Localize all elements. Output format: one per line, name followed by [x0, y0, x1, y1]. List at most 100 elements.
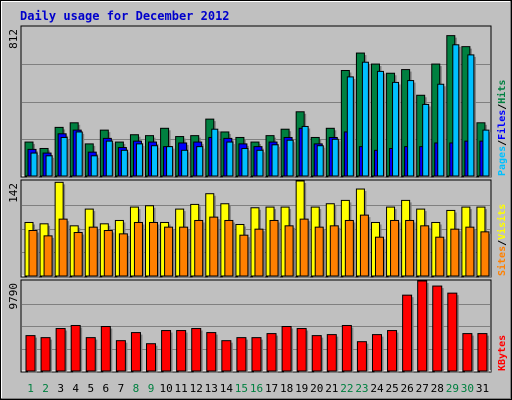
bar-sites-day-27-group: [420, 225, 431, 278]
bar-kbytes-day-12-group: [191, 328, 203, 373]
bar-pages-day-18: [286, 139, 294, 177]
bar-sites-day-20: [314, 226, 324, 277]
bar-pages-day-26-group: [407, 80, 416, 178]
bar-pages-day-29-group: [452, 44, 461, 179]
day-label-15: 15: [235, 382, 248, 395]
bar-sites-day-11-group: [179, 226, 190, 278]
bar-sites-day-1-group: [28, 230, 39, 278]
bar-sites-day-4-group: [73, 232, 85, 278]
bar-pages-day-31: [482, 129, 490, 177]
bar-pages-day-30: [467, 54, 475, 177]
bar-pages-day-6-group: [105, 140, 115, 178]
bar-kbytes-day-13-group: [206, 332, 218, 373]
bar-kbytes-day-10-group: [161, 330, 173, 373]
day-label-3: 3: [57, 382, 64, 395]
bar-kbytes-day-11-group: [176, 330, 188, 373]
bar-sites-day-14-group: [224, 219, 235, 278]
bar-sites-day-14: [224, 219, 234, 277]
bar-pages-day-16: [256, 149, 264, 177]
day-label-7: 7: [118, 382, 125, 395]
day-label-8: 8: [133, 382, 140, 395]
bar-kbytes-day-26-group: [402, 294, 414, 373]
day-label-31: 31: [476, 382, 489, 395]
bar-sites-day-18: [284, 225, 294, 277]
day-label-19: 19: [295, 382, 308, 395]
bar-kbytes-day-13: [206, 332, 217, 372]
bar-pages-day-3-group: [60, 136, 70, 178]
day-label-13: 13: [205, 382, 218, 395]
side-label-hits: Hits: [496, 80, 508, 104]
bar-sites-day-18-group: [284, 225, 296, 278]
bar-kbytes-day-25-group: [387, 330, 399, 373]
day-label-12: 12: [190, 382, 203, 395]
day-label-26: 26: [401, 382, 414, 395]
bar-pages-day-9-group: [151, 145, 160, 178]
day-label-22: 22: [340, 382, 353, 395]
bar-pages-day-11-group: [181, 149, 190, 178]
bar-pages-day-8: [135, 143, 143, 177]
bar-kbytes-day-14-group: [221, 340, 233, 373]
bar-sites-day-25: [390, 219, 400, 277]
day-label-16: 16: [250, 382, 263, 395]
bar-kbytes-day-2: [40, 337, 51, 372]
bar-pages-day-24: [376, 70, 384, 177]
bar-pages-day-31-group: [482, 129, 491, 178]
bar-pages-day-20: [316, 145, 324, 177]
side-label-files: Files: [496, 110, 508, 140]
bar-sites-day-17-group: [269, 219, 281, 278]
bar-sites-day-13: [209, 216, 219, 277]
bar-kbytes-day-12: [191, 328, 202, 372]
bar-sites-day-4: [73, 232, 83, 277]
bar-kbytes-day-18-group: [281, 326, 294, 373]
bar-sites-day-24: [374, 236, 384, 277]
bar-kbytes-day-5: [85, 337, 96, 372]
bar-kbytes-day-18: [281, 326, 292, 372]
bar-sites-day-29-group: [450, 228, 461, 278]
bar-kbytes-day-6-group: [100, 326, 113, 373]
bar-pages-day-4: [75, 131, 83, 177]
bar-kbytes-day-23-group: [356, 341, 369, 373]
chart-title: Daily usage for December 2012: [20, 9, 230, 23]
bar-pages-day-2: [45, 155, 53, 177]
bar-pages-day-27-group: [422, 103, 431, 178]
bar-pages-day-9: [151, 145, 159, 177]
bar-sites-day-3: [58, 218, 68, 277]
bar-pages-day-7-group: [120, 149, 130, 178]
bar-pages-day-15-group: [241, 147, 250, 178]
bar-sites-day-27: [420, 225, 430, 277]
bar-sites-day-16: [254, 228, 264, 277]
bar-pages-day-14: [226, 141, 234, 177]
side-label-kbytes: KBytes: [497, 335, 508, 371]
panels: 812Pages/Files/Hits142Sites/Visits9790KB…: [7, 25, 508, 373]
bar-pages-day-25-group: [392, 81, 401, 178]
bar-sites-day-22-group: [344, 219, 356, 278]
bar-kbytes-day-21-group: [326, 334, 339, 373]
bar-sites-day-12-group: [194, 219, 205, 278]
bar-sites-day-20-group: [314, 226, 326, 278]
bevel-top: [1, 1, 511, 2]
bar-kbytes-day-30-group: [462, 333, 474, 373]
bar-kbytes-day-5-group: [85, 337, 98, 373]
bar-sites-day-2: [43, 235, 53, 277]
day-label-28: 28: [431, 382, 444, 395]
bar-pages-day-10: [166, 146, 174, 177]
bar-pages-day-13-group: [211, 128, 220, 178]
bar-sites-day-30: [465, 226, 475, 277]
bar-kbytes-day-3-group: [55, 328, 68, 373]
bar-kbytes-day-27-group: [417, 280, 429, 373]
bar-pages-day-28: [437, 83, 445, 177]
bar-sites-day-26: [405, 219, 415, 277]
day-label-6: 6: [103, 382, 110, 395]
bar-sites-day-5: [88, 226, 98, 277]
bar-kbytes-day-9-group: [146, 343, 158, 373]
bar-sites-day-7: [118, 233, 128, 277]
bar-pages-day-4-group: [75, 131, 85, 178]
day-label-10: 10: [159, 382, 172, 395]
bar-kbytes-day-11: [176, 330, 187, 372]
day-label-4: 4: [72, 382, 79, 395]
bar-sites-day-30-group: [465, 226, 476, 278]
ymax-label-hits-files-pages: 812: [7, 29, 20, 49]
bar-sites-day-19-group: [299, 218, 311, 278]
bar-kbytes-day-24-group: [371, 334, 384, 373]
